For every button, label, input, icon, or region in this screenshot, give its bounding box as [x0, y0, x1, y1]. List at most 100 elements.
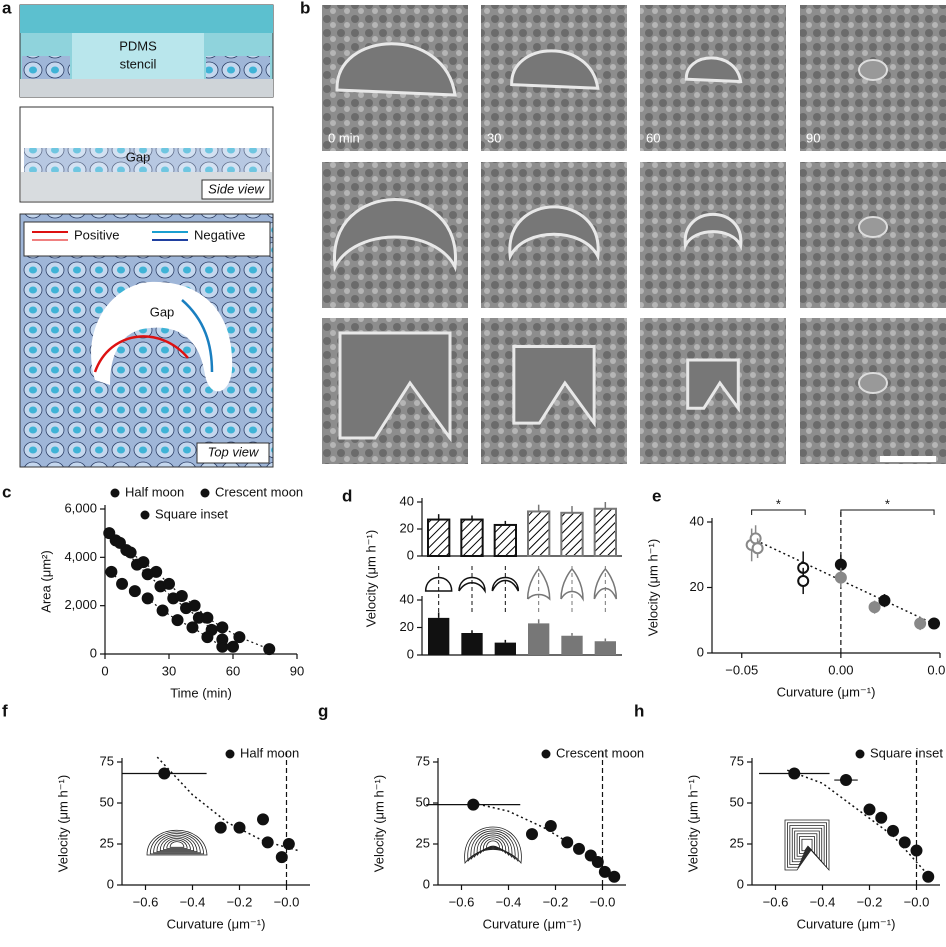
- legend-marker: [541, 749, 551, 759]
- x-tick-label: −0.6: [133, 894, 159, 909]
- panel-a: PDMS stencil Gap Side view Positive Nega…: [19, 4, 274, 468]
- y-tick-label: 50: [416, 794, 430, 809]
- point: [834, 571, 847, 584]
- point: [797, 574, 810, 587]
- point: [467, 798, 480, 811]
- y-tick-label: 75: [100, 753, 114, 768]
- y-axis-label: Area (μm²): [38, 550, 53, 612]
- stencil-label: stencil: [120, 56, 157, 71]
- point: [124, 546, 137, 559]
- x-tick-label: −0.2: [543, 894, 569, 909]
- y-axis-label: Velocity (μm h⁻¹): [55, 775, 70, 872]
- substrate: [20, 79, 273, 97]
- side-view-tag: [201, 179, 271, 200]
- point: [201, 611, 214, 624]
- gap-area: [684, 56, 743, 84]
- point: [263, 643, 276, 656]
- significance-label: *: [776, 496, 781, 511]
- top-view-tag: [196, 442, 270, 464]
- bar: [493, 523, 517, 558]
- y-tick-label: 6,000: [64, 500, 97, 515]
- bar: [593, 507, 618, 557]
- time-label: 90: [806, 130, 820, 145]
- y-tick-label: 0: [90, 645, 97, 660]
- panel-labels: a b c d e f g h: [2, 0, 661, 720]
- point: [561, 836, 574, 849]
- point: [233, 631, 246, 644]
- point: [751, 542, 764, 555]
- time-label: 0 min: [328, 130, 360, 145]
- x-tick-label: 0: [101, 663, 108, 678]
- y-tick-label: 40: [690, 513, 704, 528]
- gap-area: [512, 345, 596, 428]
- panel-label: f: [2, 701, 8, 720]
- shape-icon: [491, 576, 520, 592]
- y-tick-label: 0: [407, 547, 414, 562]
- micrograph: [640, 162, 786, 308]
- x-axis-label: Curvature (μm⁻¹): [167, 916, 266, 931]
- y-tick-label: 25: [416, 835, 430, 850]
- inset-contour: [159, 836, 195, 851]
- cells-left: [22, 56, 270, 79]
- gap-area: [683, 213, 743, 251]
- bar: [528, 623, 550, 655]
- scale-bar: [880, 456, 936, 462]
- panel-b: 0 min 30 60 90: [322, 5, 946, 464]
- point: [175, 590, 188, 602]
- panel-label: c: [2, 482, 11, 501]
- significance-label: *: [885, 496, 890, 511]
- cell-layer: [24, 148, 270, 172]
- legend-label: Crescent moon: [215, 484, 303, 499]
- inset-contour: [166, 839, 188, 849]
- point: [584, 849, 597, 862]
- x-tick-label: 90: [290, 663, 304, 678]
- point: [608, 870, 621, 883]
- legend-marker: [200, 488, 210, 498]
- point: [216, 640, 229, 653]
- x-tick-label: −0.4: [810, 894, 836, 909]
- inset-contour: [156, 834, 198, 853]
- panel-label: h: [634, 701, 644, 720]
- y-tick-label: 40: [400, 591, 414, 606]
- legend-label: Half moon: [240, 745, 299, 760]
- point: [863, 803, 876, 816]
- inset-contour: [149, 831, 205, 855]
- top-view-label: Top view: [208, 444, 260, 459]
- y-tick-label: 0: [737, 876, 744, 891]
- point: [188, 599, 201, 612]
- legend-label: Square inset: [870, 745, 943, 760]
- x-tick-label: 0.05: [927, 662, 946, 677]
- point: [171, 614, 184, 627]
- y-tick-label: 0: [107, 876, 114, 891]
- time-label: 60: [646, 130, 660, 145]
- x-tick-label: −0.05: [725, 662, 758, 677]
- closed-gap: [858, 59, 888, 81]
- legend-label: Crescent moon: [556, 745, 644, 760]
- y-axis-label: Velocity (μm h⁻¹): [363, 530, 378, 627]
- point: [163, 577, 175, 590]
- x-tick-label: −0.2: [857, 894, 883, 909]
- bar: [460, 518, 484, 557]
- point: [878, 594, 891, 607]
- point: [216, 621, 229, 634]
- point: [840, 774, 852, 787]
- inset-contour: [801, 838, 813, 852]
- y-tick-label: 75: [730, 753, 744, 768]
- y-tick-label: 75: [416, 753, 430, 768]
- point: [137, 556, 150, 569]
- x-tick-label: −0.4: [180, 894, 206, 909]
- point: [116, 577, 129, 590]
- point: [128, 585, 141, 598]
- gap-label: Gap: [150, 304, 175, 319]
- legend-label: Half moon: [125, 484, 184, 499]
- point: [788, 767, 801, 780]
- x-tick-label: −0.4: [496, 894, 522, 909]
- stencil-top: [20, 5, 273, 33]
- gap-area: [333, 198, 457, 273]
- point: [928, 617, 941, 630]
- point: [282, 838, 295, 850]
- gap-area: [508, 205, 600, 262]
- positive-curve: [93, 335, 189, 373]
- inset-contour: [146, 829, 208, 856]
- point: [910, 844, 923, 857]
